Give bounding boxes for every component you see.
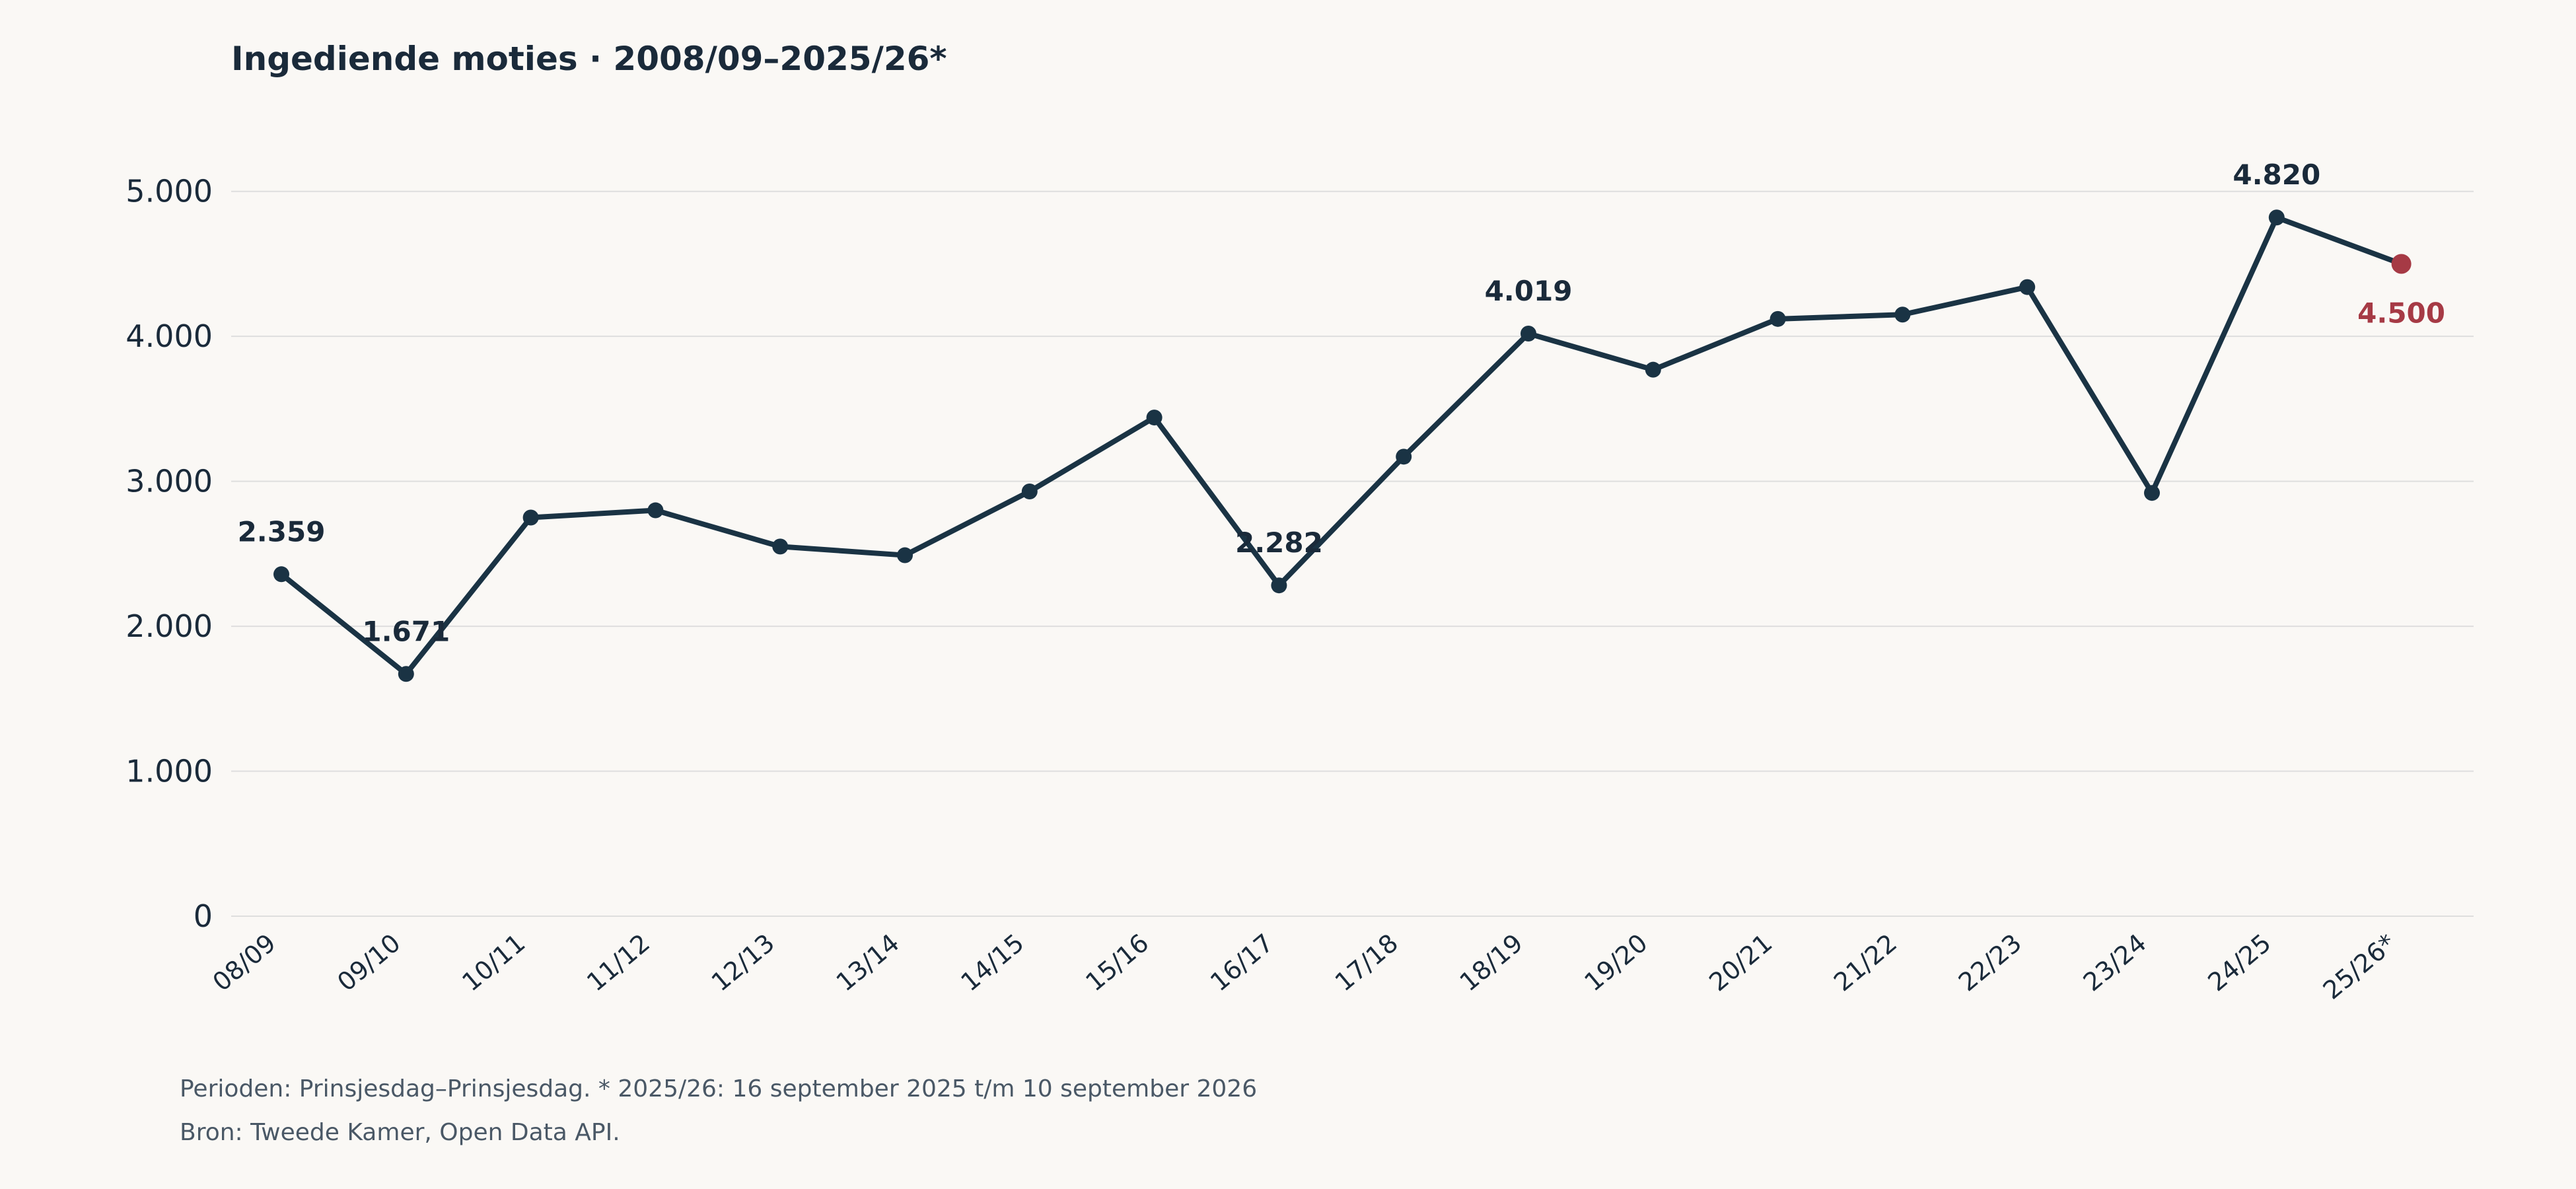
data-label: 4.019 (1485, 275, 1573, 307)
data-point (1271, 577, 1287, 594)
x-tick-label: 12/13 (706, 928, 780, 997)
data-label: 4.500 (2357, 297, 2445, 329)
data-point (2019, 279, 2036, 295)
x-tick-label: 22/23 (1953, 928, 2027, 997)
data-point (273, 566, 289, 583)
data-point (522, 509, 539, 526)
x-tick-label: 08/09 (207, 928, 281, 997)
data-point (647, 502, 664, 519)
x-tick-label: 23/24 (2078, 928, 2152, 997)
footnote-source: Bron: Tweede Kamer, Open Data API. (180, 1119, 620, 1146)
x-tick-label: 15/16 (1080, 928, 1154, 997)
data-point (398, 666, 414, 682)
x-tick-label: 21/22 (1828, 928, 1902, 997)
chart-title: Ingediende moties · 2008/09–2025/26* (231, 40, 947, 78)
data-point (2144, 485, 2160, 501)
data-labels: 2.359 1.671 2.282 4.019 4.820 4.500 (238, 159, 2445, 647)
data-label: 1.671 (362, 615, 450, 647)
data-label: 4.820 (2233, 159, 2320, 191)
data-points (273, 209, 2412, 682)
data-point (1396, 449, 1412, 465)
x-tick-label: 20/21 (1703, 928, 1777, 997)
x-tick-label: 18/19 (1454, 928, 1528, 997)
y-tick-label: 4.000 (125, 318, 213, 354)
data-point (1770, 310, 1786, 327)
x-tick-label: 11/12 (581, 928, 655, 997)
data-point (2268, 209, 2285, 226)
data-point (1021, 483, 1038, 499)
x-tick-label: 09/10 (332, 928, 406, 997)
data-point (1146, 410, 1163, 426)
x-tick-label: 24/25 (2202, 928, 2276, 997)
data-label: 2.359 (238, 515, 326, 548)
y-axis-ticks: 0 1.000 2.000 3.000 4.000 5.000 (125, 174, 213, 934)
data-point (1521, 326, 1536, 342)
data-point (772, 538, 789, 555)
x-tick-label: 19/20 (1579, 928, 1653, 997)
x-tick-label: 14/15 (955, 928, 1029, 997)
data-point (1645, 361, 1661, 378)
data-point (897, 547, 913, 563)
x-tick-label: 25/26* (2318, 928, 2402, 1005)
data-label: 2.282 (1235, 526, 1323, 559)
y-tick-label: 2.000 (125, 608, 213, 644)
x-tick-label: 10/11 (456, 928, 530, 997)
data-point (1894, 306, 1911, 323)
data-point-highlight (2391, 254, 2412, 274)
x-tick-label: 17/18 (1330, 928, 1404, 997)
y-tick-label: 0 (194, 898, 213, 934)
series-line (279, 215, 2404, 677)
y-tick-label: 5.000 (125, 174, 213, 209)
y-tick-label: 3.000 (125, 464, 213, 499)
grid-lines (231, 190, 2474, 917)
footnote-periods: Perioden: Prinsjesdag–Prinsjesdag. * 202… (180, 1075, 1257, 1102)
x-axis-ticks: 08/09 09/10 10/11 11/12 12/13 13/14 14/15 15/16… (207, 928, 2402, 1005)
x-tick-label: 13/14 (831, 928, 905, 997)
y-tick-label: 1.000 (125, 754, 213, 789)
x-tick-label: 16/17 (1205, 928, 1279, 997)
